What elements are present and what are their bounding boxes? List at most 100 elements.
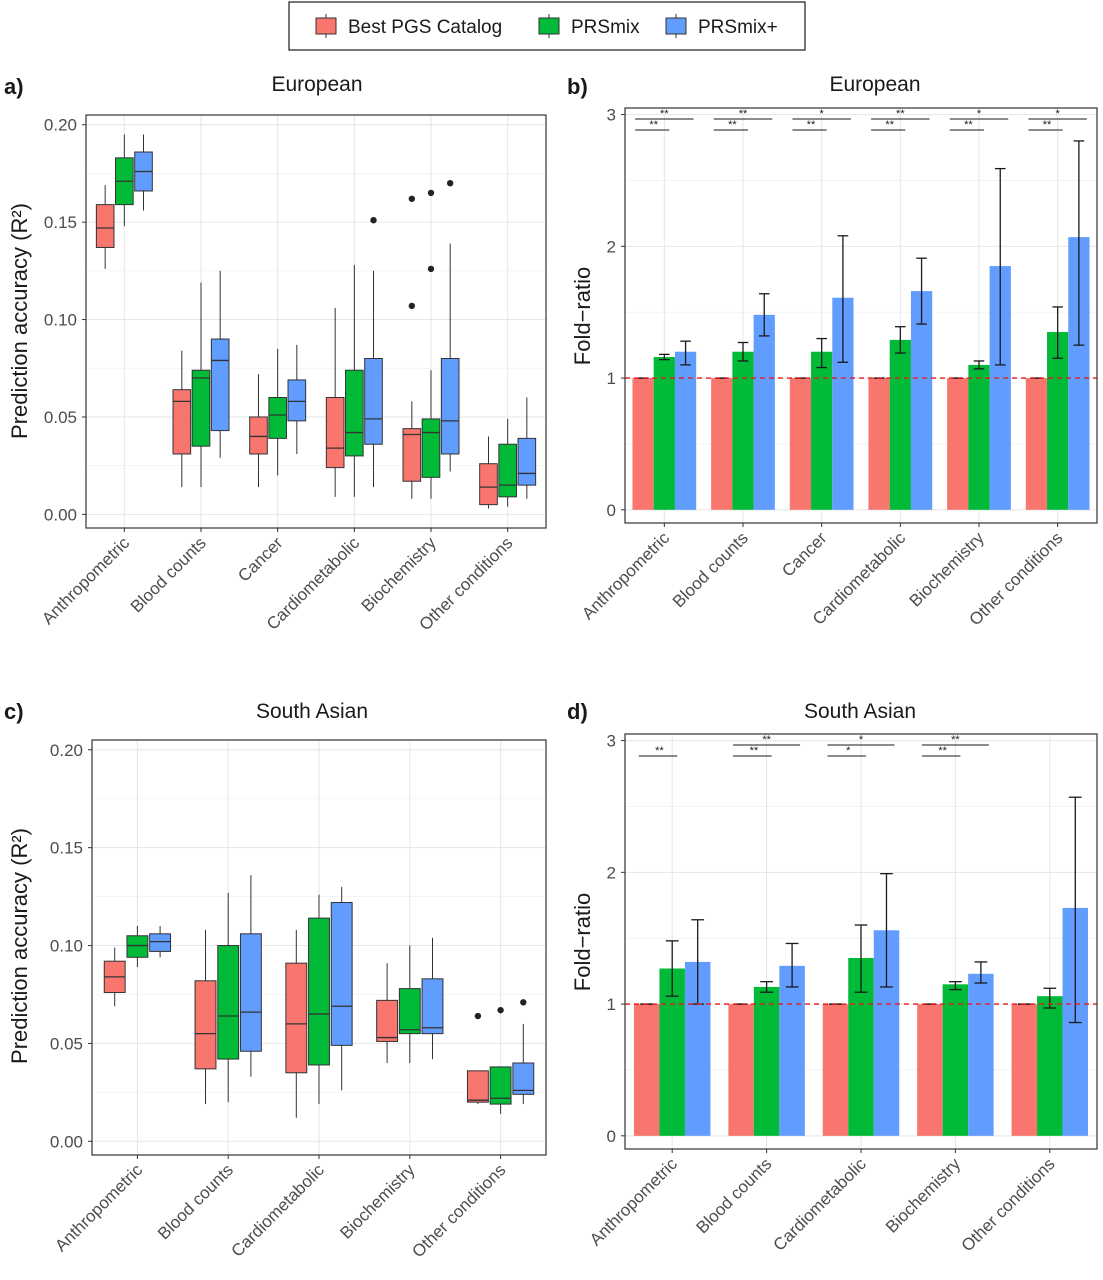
panel-b-sig-label: ** [885,119,894,131]
panel-a-outlier [370,216,377,224]
panel-a-box [345,369,364,457]
panel-d-xtick-label: Cardiometabolic [770,1154,871,1255]
panel-d-bar [728,1004,754,1136]
panel-a-box [210,338,230,432]
panel-a-xtick-label: Cancer [234,533,286,585]
panel-b-bar [1025,378,1048,510]
panel-a-box [325,396,345,469]
panel-c-xtick-label: Blood counts [154,1160,237,1243]
panel-c-box [398,988,421,1035]
panel-d: d) South Asian Fold−ratio 0123**********… [567,699,1098,1255]
panel-d-title: South Asian [804,700,916,723]
panel-a-box [287,379,307,422]
panel-a-box [421,418,441,478]
panel-d-ytick-label: 3 [607,732,616,751]
panel-c-ytick-label: 0.10 [50,937,83,956]
panel-b-bar [989,266,1011,510]
panel-a-outlier [427,189,435,197]
panel-c-box [421,978,444,1035]
panel-d-sig-label: * [846,745,851,757]
panel-c-box [126,935,149,958]
panel-b-bar [832,297,854,510]
panel-b-bar [947,378,969,510]
panel-a-box [268,396,287,439]
panel-b-sig-label: ** [728,119,737,131]
panel-a-box [364,358,383,445]
panel-b-xtick-label: Blood counts [669,528,752,611]
panel-a-xtick-label: Biochemistry [358,533,441,616]
legend-label-0: Best PGS Catalog [348,17,502,38]
panel-a-box [517,437,537,486]
panel-b-bar [910,291,933,510]
panel-c-ytick-label: 0.00 [50,1132,83,1151]
panel-b-ytick-label: 2 [607,237,616,256]
legend-item-0: Best PGS Catalog [315,14,502,38]
panel-b-bar [711,378,733,510]
panel-d-sig-label: ** [951,734,960,746]
panel-b-bar [889,339,911,510]
panel-c-box [330,901,353,1046]
panel-b-bar [811,351,833,510]
panel-d-bar [968,973,994,1136]
panel-b-sig-label: ** [807,119,816,131]
panel-c-xtick-label: Biochemistry [336,1160,419,1243]
panel-a-ytick-label: 0.15 [44,213,77,232]
legend-label-1: PRSmix [571,17,640,38]
panel-d-bar [779,965,805,1136]
panel-d-ylabel: Fold−ratio [570,893,595,991]
panel-b-plot-frame [624,107,1098,524]
panel-a-plot-bg [86,115,546,528]
panel-b-bar [868,378,890,510]
panel-b-sig-label: ** [660,108,669,120]
panel-d-sig-label: ** [750,745,759,757]
panel-d-bar [942,984,969,1136]
panel-c-ytick-label: 0.20 [50,741,83,760]
panel-a-label: a) [4,74,24,99]
panel-d-ytick-label: 0 [607,1127,616,1146]
panel-d-xtick-label: Biochemistry [882,1154,965,1237]
panel-b-sig-label: * [977,108,982,120]
panel-c-ylabel: Prediction accuracy (R²) [7,828,32,1064]
panel-b-bar [653,357,675,510]
panel-b-title: European [829,73,920,96]
panel-b-bar [789,378,812,510]
panel-c-outlier [497,1006,504,1014]
panel-d-label: d) [567,699,588,724]
panel-c-box [489,1066,512,1105]
panel-b-bar [632,378,654,510]
panel-b-plot-bg [625,108,1097,523]
panel-a-ytick-label: 0.05 [44,408,77,427]
panel-b-bar [732,351,754,510]
panel-b-label: b) [567,74,588,99]
panel-a-ytick-label: 0.10 [44,311,77,330]
panel-d-xtick-label: Other conditions [958,1154,1059,1255]
panel-c-label: c) [4,699,24,724]
panel-c-box [376,999,399,1042]
panel-b-xtick-label: Biochemistry [906,528,989,611]
panel-c-xtick-label: Cardiometabolic [228,1160,329,1261]
panel-c-box [512,1062,535,1095]
legend-key-2 [665,17,687,35]
panel-c-box [285,962,308,1074]
panel-d-sig-label: ** [938,745,947,757]
panel-b-sig-label: ** [1043,119,1052,131]
panel-d-bar [1011,1004,1038,1136]
panel-b-bar [1047,331,1069,510]
legend-item-1: PRSmix [538,14,640,38]
panel-b-ytick-label: 3 [607,106,616,125]
panel-a-title: European [271,73,362,96]
panel-a-box [440,358,460,455]
panel-b-sig-label: ** [649,119,658,131]
legend: Best PGS Catalog PRSmix PRSmix+ [288,1,806,51]
panel-a-box [172,389,192,455]
panel-a-plot-frame [85,114,547,529]
panel-c-box [194,980,217,1070]
panel-a-box [479,463,498,506]
panel-c-box [149,933,172,952]
panel-a-ylabel: Prediction accuracy (R²) [7,203,32,439]
panel-d-sig-label: ** [655,745,664,757]
panel-b-sig-label: * [1056,108,1061,120]
panel-b-ytick-label: 1 [607,369,616,388]
panel-a: a) European Prediction accuracy (R²) 0.0… [4,73,547,634]
